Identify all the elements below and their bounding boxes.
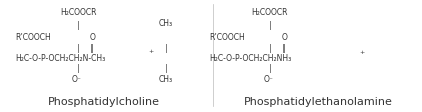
Text: H₂C-O-P-OCH₂CH₂NH₃: H₂C-O-P-OCH₂CH₂NH₃ bbox=[209, 54, 291, 63]
Text: CH₃: CH₃ bbox=[159, 19, 173, 28]
Text: H₂COOCR: H₂COOCR bbox=[252, 8, 288, 17]
Text: R’COOCH: R’COOCH bbox=[16, 33, 51, 42]
Text: |: | bbox=[77, 44, 80, 53]
Text: |: | bbox=[77, 64, 80, 73]
Text: |: | bbox=[268, 64, 271, 73]
Text: H₂COOCR: H₂COOCR bbox=[60, 8, 97, 17]
Text: |: | bbox=[268, 44, 271, 53]
Text: H₂C-O-P-OCH₂CH₂N-CH₃: H₂C-O-P-OCH₂CH₂N-CH₃ bbox=[16, 54, 106, 63]
Text: |: | bbox=[165, 64, 167, 73]
Text: |: | bbox=[77, 21, 80, 30]
Text: Phosphatidylethanolamine: Phosphatidylethanolamine bbox=[244, 97, 393, 107]
Text: O⁻: O⁻ bbox=[263, 75, 273, 84]
Text: O⁻: O⁻ bbox=[72, 75, 82, 84]
Text: |: | bbox=[268, 21, 271, 30]
Text: +: + bbox=[148, 49, 154, 54]
Text: R’COOCH: R’COOCH bbox=[209, 33, 245, 42]
Text: +: + bbox=[360, 50, 365, 55]
Text: Phosphatidylcholine: Phosphatidylcholine bbox=[48, 97, 160, 107]
Text: CH₃: CH₃ bbox=[159, 75, 173, 84]
Text: O: O bbox=[281, 33, 287, 42]
Text: O: O bbox=[89, 33, 95, 42]
Text: ‖: ‖ bbox=[90, 44, 95, 53]
Text: |: | bbox=[165, 44, 167, 53]
Text: ‖: ‖ bbox=[282, 44, 286, 53]
